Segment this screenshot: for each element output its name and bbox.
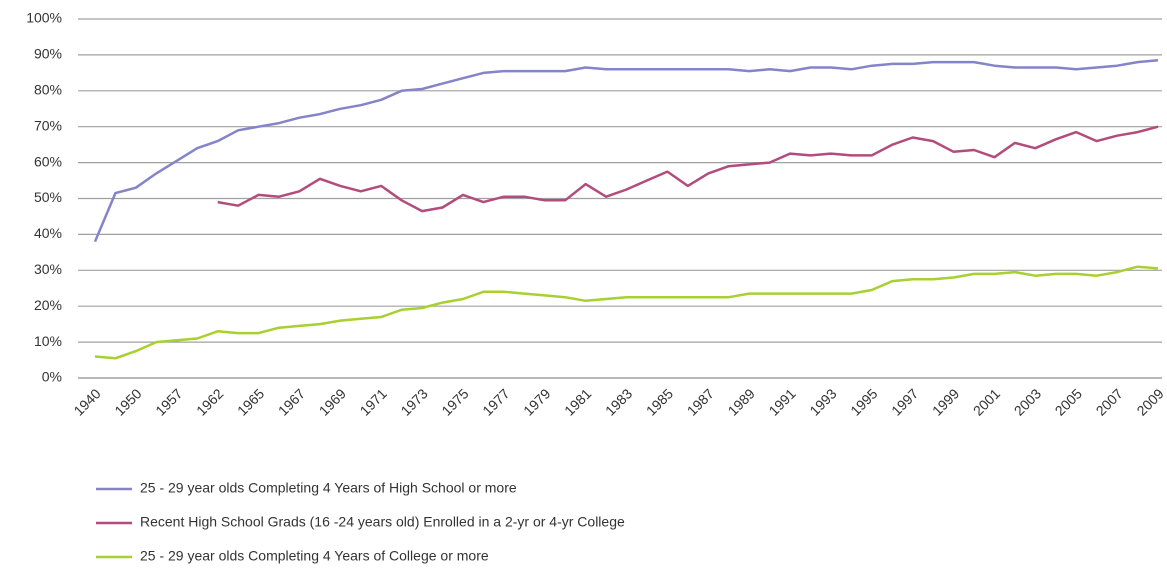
x-tick-label: 1967 bbox=[275, 385, 308, 418]
x-tick-label: 1993 bbox=[806, 385, 839, 418]
y-tick-label: 0% bbox=[42, 369, 62, 385]
x-tick-label: 1991 bbox=[765, 385, 798, 418]
legend-label: 25 - 29 year olds Completing 4 Years of … bbox=[140, 548, 489, 564]
legend-label: Recent High School Grads (16 -24 years o… bbox=[140, 514, 625, 530]
x-tick-label: 1973 bbox=[397, 385, 430, 418]
x-tick-label: 1997 bbox=[888, 385, 921, 418]
x-tick-label: 1995 bbox=[847, 385, 880, 418]
series-line bbox=[93, 59, 1159, 243]
x-tick-label: 2007 bbox=[1093, 385, 1126, 418]
x-tick-label: 1971 bbox=[357, 385, 390, 418]
x-tick-label: 1981 bbox=[561, 385, 594, 418]
x-tick-label: 1957 bbox=[152, 385, 185, 418]
y-tick-label: 80% bbox=[34, 82, 62, 98]
y-tick-label: 60% bbox=[34, 153, 62, 169]
y-tick-label: 20% bbox=[34, 297, 62, 313]
y-tick-label: 90% bbox=[34, 46, 62, 62]
x-tick-label: 1989 bbox=[725, 385, 758, 418]
x-tick-label: 1962 bbox=[193, 385, 226, 418]
x-tick-label: 1987 bbox=[684, 385, 717, 418]
x-tick-label: 1999 bbox=[929, 385, 962, 418]
x-tick-label: 1983 bbox=[602, 385, 635, 418]
y-tick-label: 70% bbox=[34, 117, 62, 133]
x-tick-label: 1950 bbox=[111, 385, 144, 418]
y-tick-label: 100% bbox=[26, 10, 62, 26]
x-tick-label: 1979 bbox=[520, 385, 553, 418]
x-tick-label: 1985 bbox=[643, 385, 676, 418]
x-tick-label: 1965 bbox=[234, 385, 267, 418]
series-line bbox=[217, 125, 1159, 213]
y-tick-label: 40% bbox=[34, 225, 62, 241]
y-tick-label: 50% bbox=[34, 189, 62, 205]
series-line bbox=[94, 265, 1159, 360]
x-tick-label: 2005 bbox=[1052, 385, 1085, 418]
x-tick-label: 2001 bbox=[970, 385, 1003, 418]
legend-label: 25 - 29 year olds Completing 4 Years of … bbox=[140, 480, 517, 496]
x-tick-label: 1975 bbox=[438, 385, 471, 418]
x-tick-label: 2003 bbox=[1011, 385, 1044, 418]
y-tick-label: 30% bbox=[34, 261, 62, 277]
x-tick-label: 1969 bbox=[316, 385, 349, 418]
x-tick-label: 1977 bbox=[479, 385, 512, 418]
x-tick-label: 1940 bbox=[70, 385, 103, 418]
y-tick-label: 10% bbox=[34, 333, 62, 349]
x-tick-label: 2009 bbox=[1133, 385, 1166, 418]
